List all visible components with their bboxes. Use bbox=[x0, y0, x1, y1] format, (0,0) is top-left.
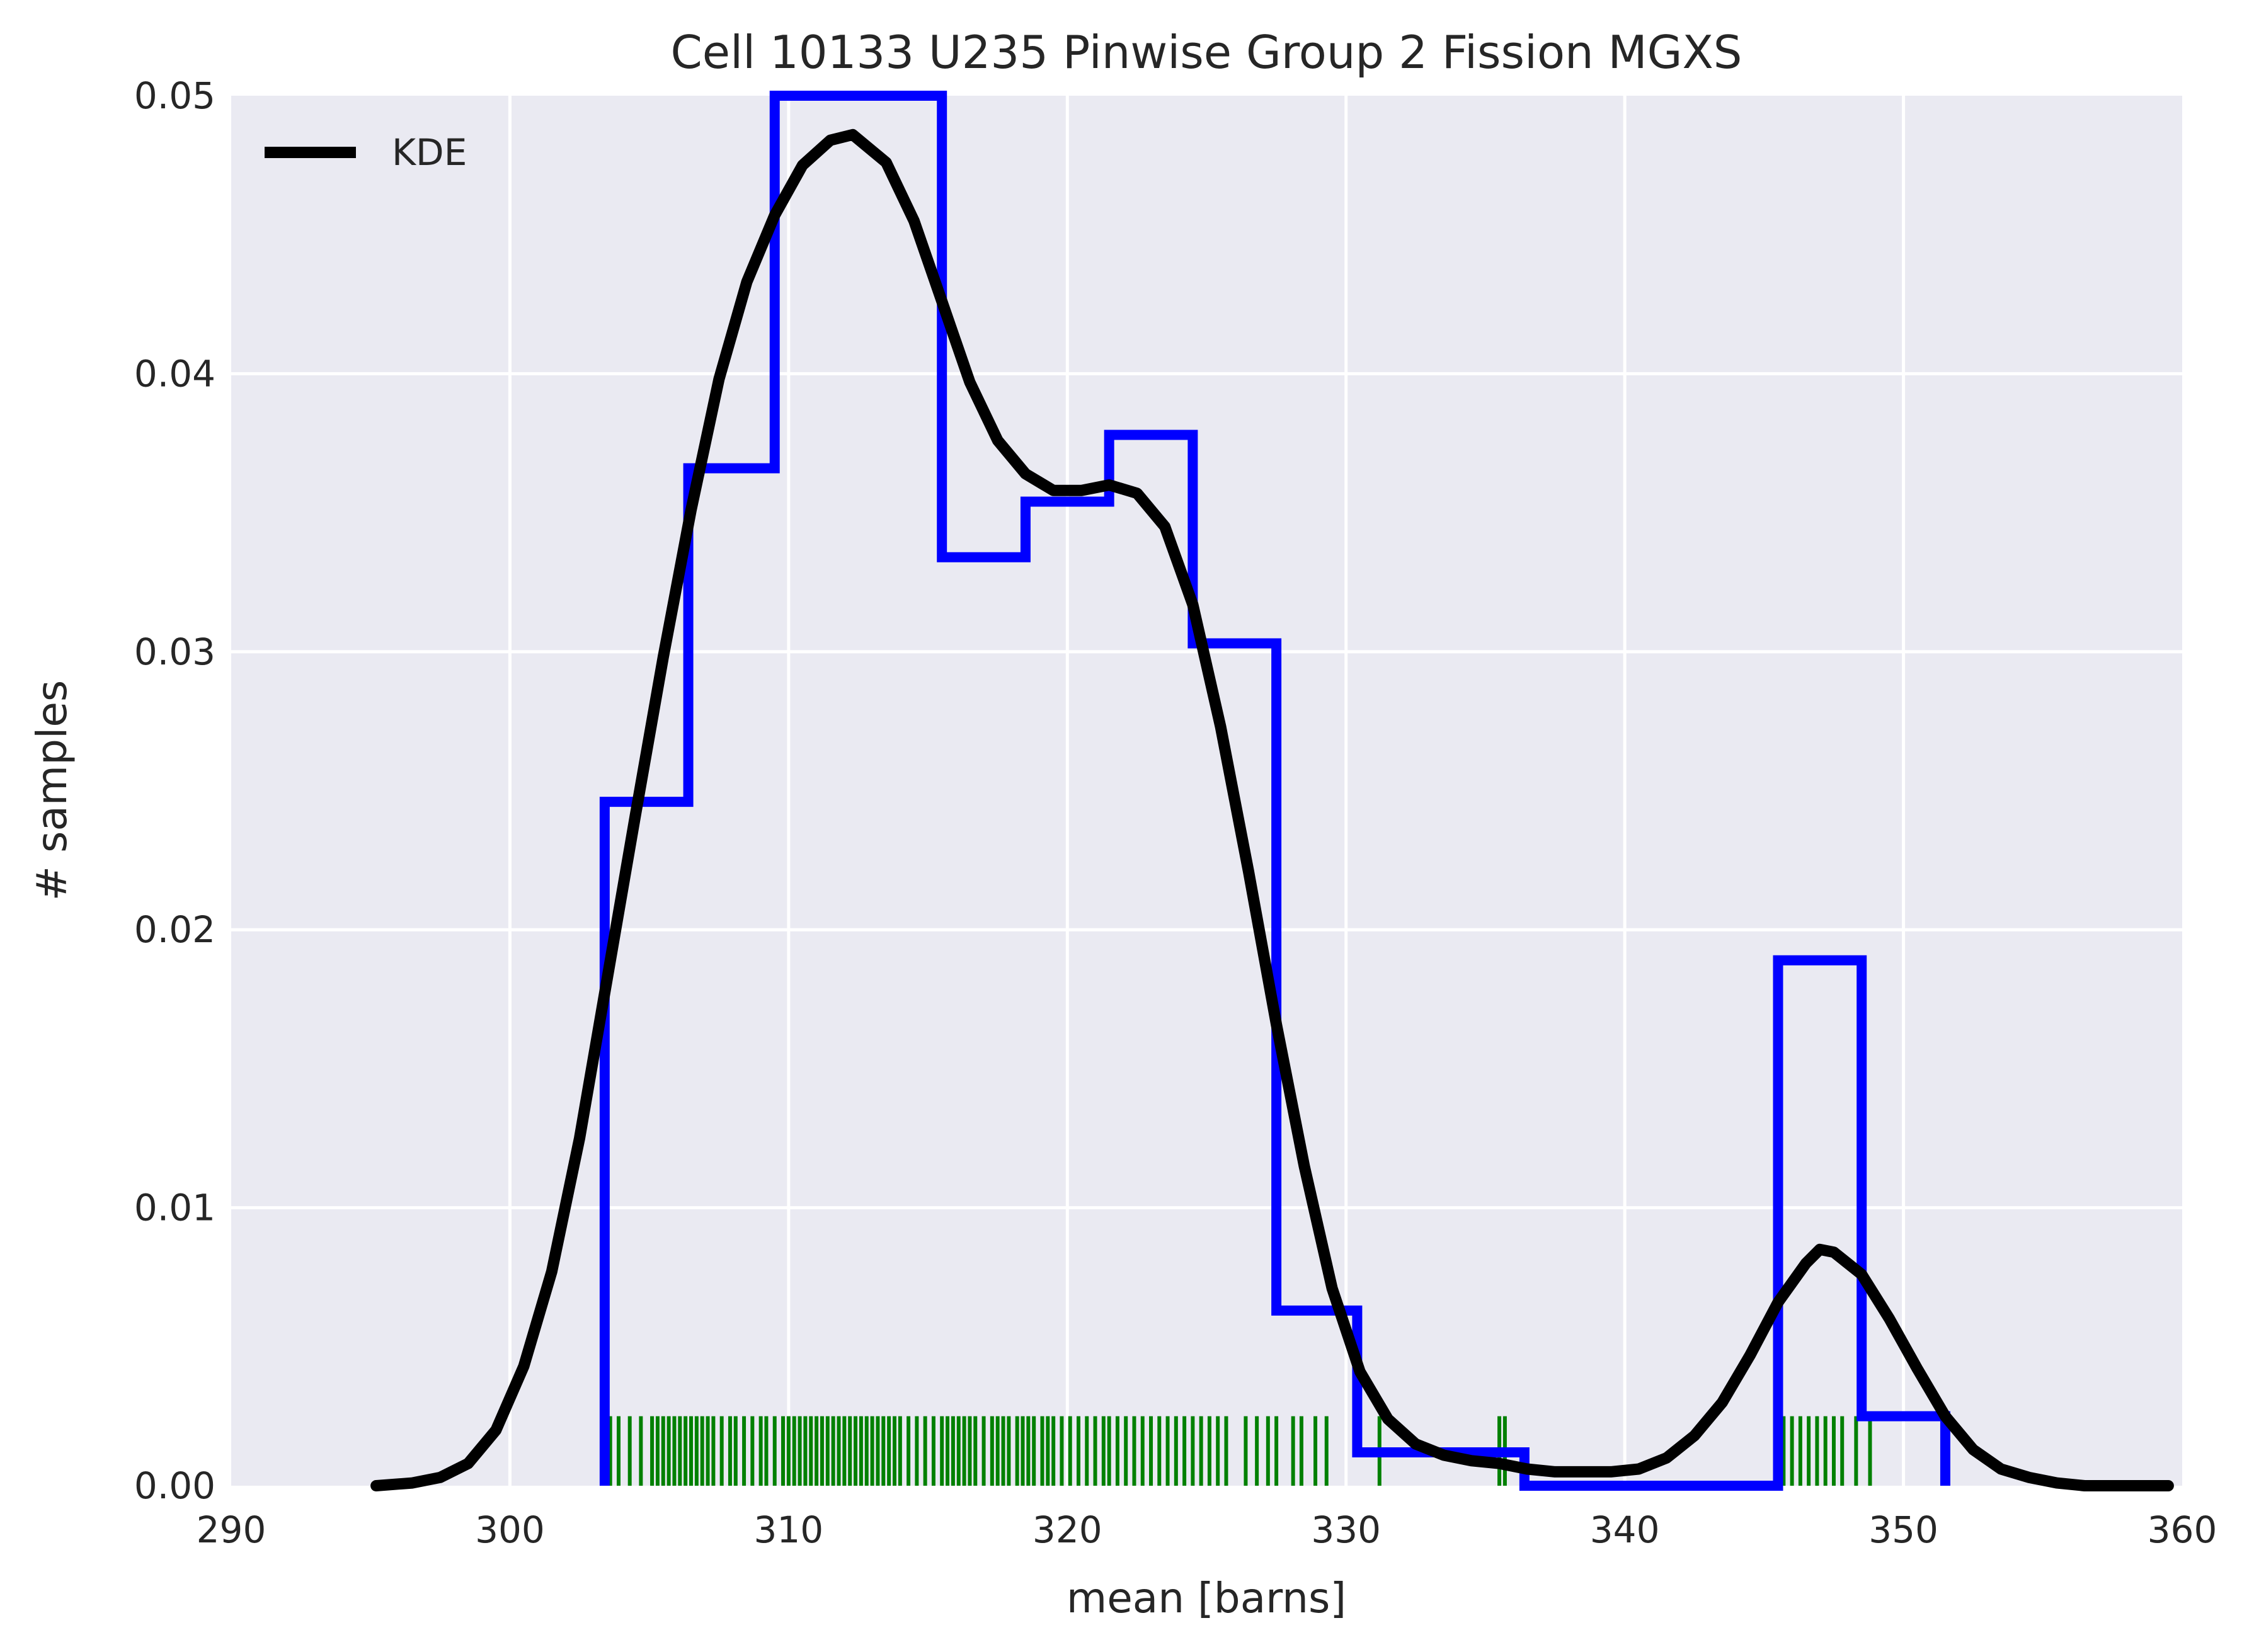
y-axis-label: # samples bbox=[28, 680, 76, 901]
x-tick-label: 340 bbox=[1590, 1508, 1660, 1551]
y-tick-label: 0.00 bbox=[134, 1464, 215, 1507]
legend: KDE bbox=[265, 131, 467, 174]
rug-plot bbox=[608, 1416, 1945, 1486]
x-axis-label: mean [barns] bbox=[1067, 1574, 1346, 1622]
y-tick-label: 0.04 bbox=[134, 352, 215, 395]
y-tick-label: 0.02 bbox=[134, 908, 215, 951]
kde-series-line bbox=[370, 128, 2174, 1491]
chart-title: Cell 10133 U235 Pinwise Group 2 Fission … bbox=[671, 26, 1742, 79]
x-tick-label: 350 bbox=[1868, 1508, 1938, 1551]
y-tick-label: 0.01 bbox=[134, 1187, 215, 1229]
histogram-series bbox=[599, 91, 1950, 1491]
x-tick-label: 360 bbox=[2148, 1508, 2217, 1551]
y-tick-label: 0.03 bbox=[134, 630, 215, 673]
x-tick-label: 290 bbox=[197, 1508, 266, 1551]
legend-kde-label: KDE bbox=[392, 131, 467, 174]
y-axis-ticks: 0.00 0.01 0.02 0.03 0.04 0.05 bbox=[134, 74, 215, 1507]
x-tick-label: 320 bbox=[1033, 1508, 1102, 1551]
x-axis-ticks: 290 300 310 320 330 340 350 360 bbox=[197, 1508, 2217, 1551]
plot-background bbox=[231, 96, 2182, 1486]
x-tick-label: 300 bbox=[475, 1508, 545, 1551]
x-tick-label: 310 bbox=[753, 1508, 823, 1551]
x-tick-label: 330 bbox=[1311, 1508, 1381, 1551]
y-tick-label: 0.05 bbox=[134, 74, 215, 117]
